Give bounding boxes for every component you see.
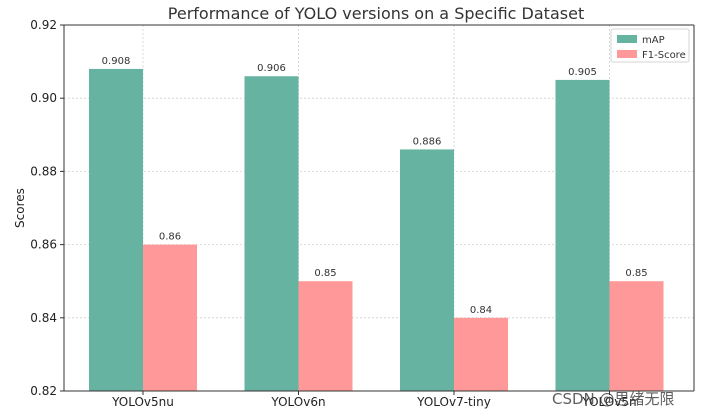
y-tick-label: 0.88 (30, 164, 57, 178)
bar-map (89, 68, 143, 392)
y-axis-label: Scores (13, 188, 27, 228)
data-label: 0.86 (159, 232, 181, 243)
axes (63, 24, 695, 392)
bar-map (400, 149, 454, 391)
y-tick-label: 0.86 (30, 238, 57, 252)
y-tick-label: 0.82 (30, 384, 57, 398)
bar-f1-score (609, 281, 664, 391)
data-label: 0.908 (102, 56, 131, 67)
y-tick-label: 0.84 (30, 311, 57, 325)
data-label: 0.85 (314, 268, 336, 279)
bar-map (555, 79, 610, 392)
x-tick-label: YOLOv6n (270, 395, 325, 409)
legend: mAP F1-Score (610, 28, 690, 63)
y-tick-labels: 0.82 0.84 0.86 0.88 0.90 0.92 (30, 18, 64, 398)
bar-labels: 0.908 0.86 0.906 0.85 0.886 0.84 0.905 0.85 (102, 56, 648, 316)
x-tick-label: YOLOv5n (581, 395, 636, 409)
bar-f1-score (454, 317, 508, 391)
data-label: 0.84 (470, 305, 492, 316)
y-tick-label: 0.90 (30, 91, 57, 105)
legend-swatch (617, 50, 637, 58)
y-tick-label: 0.92 (30, 18, 57, 32)
legend-entry: mAP (642, 35, 665, 46)
legend-swatch (617, 35, 637, 43)
x-tick-label: YOLOv5nu (111, 395, 174, 409)
data-label: 0.85 (625, 268, 647, 279)
watermark-text: CSDN @思绪无限 (552, 390, 675, 408)
bar-f1-score (143, 244, 197, 391)
data-label: 0.905 (568, 67, 597, 78)
bars (89, 68, 664, 392)
bar-f1-score (298, 281, 353, 391)
bar-map (244, 76, 299, 392)
x-tick-label: YOLOv7-tiny (416, 395, 491, 409)
x-tick-labels: YOLOv5nu YOLOv6n YOLOv7-tiny YOLOv5n (111, 391, 637, 409)
data-label: 0.906 (257, 63, 286, 74)
chart-title: Performance of YOLO versions on a Specif… (168, 4, 584, 23)
legend-entry: F1-Score (642, 50, 686, 61)
data-label: 0.886 (413, 136, 442, 147)
